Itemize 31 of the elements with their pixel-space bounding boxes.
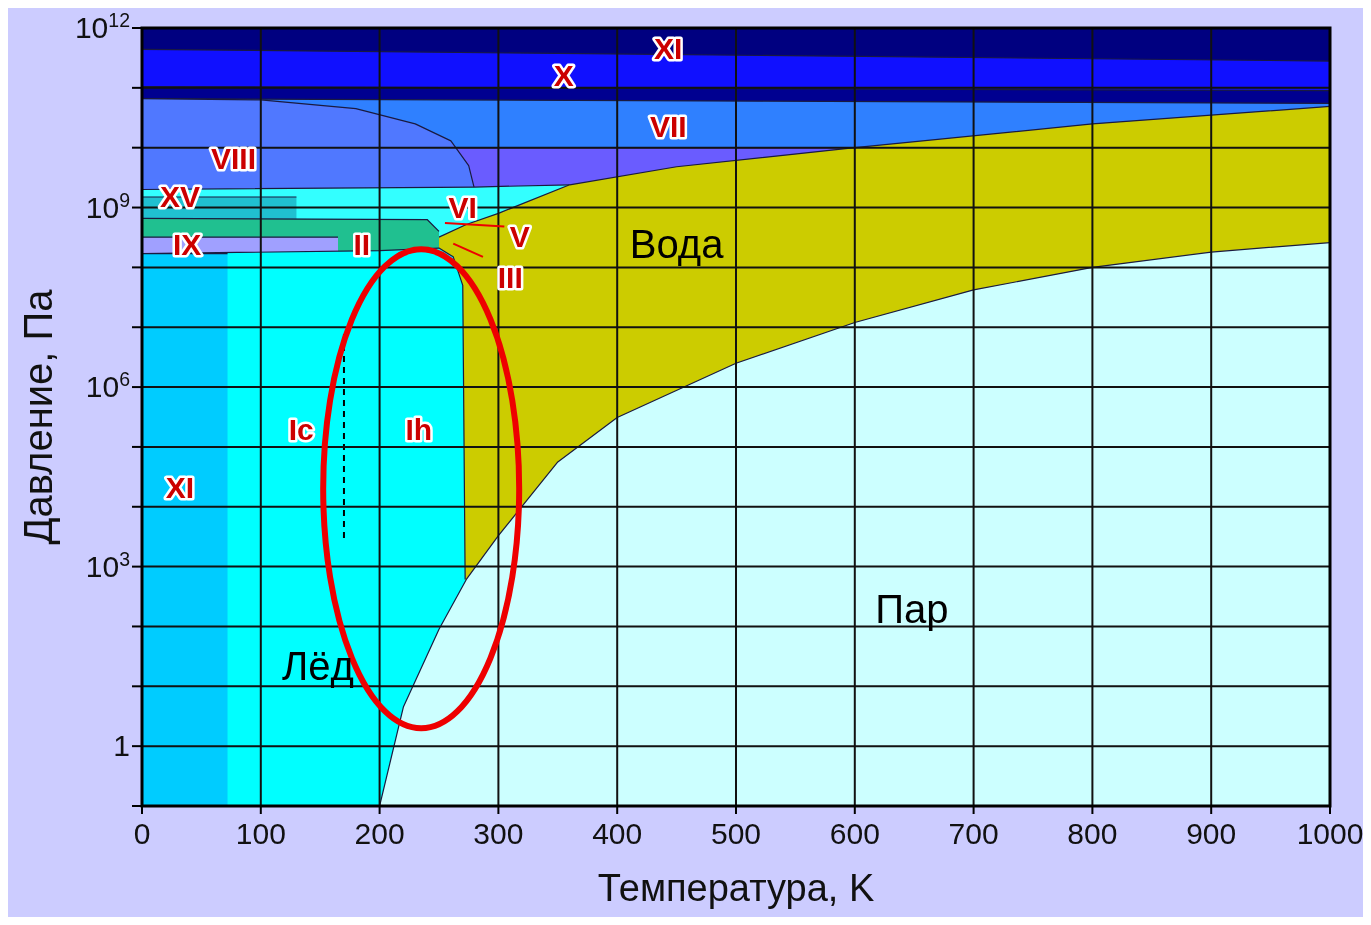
x-tick-label: 200 [354, 817, 405, 850]
y-tick-label: 1 [113, 729, 130, 763]
annotation: XI [654, 31, 683, 65]
annotation: XV [160, 179, 201, 213]
annotation: XI [165, 470, 195, 504]
annotation: V [509, 219, 530, 253]
x-tick-label: 900 [1186, 817, 1237, 850]
x-tick-label: 1000 [1296, 817, 1364, 850]
x-tick-label: 300 [473, 817, 524, 850]
x-tick-label: 700 [948, 817, 999, 850]
x-tick-label: 800 [1067, 817, 1118, 850]
x-tick-label: 100 [235, 817, 286, 850]
annotation: VIII [210, 141, 256, 175]
y-tick-label: 10$^{9}$ [85, 188, 130, 224]
x-tick-label: 600 [829, 817, 880, 850]
x-tick-label: 500 [710, 817, 762, 850]
y-tick-label: 10$^{12}$ [74, 9, 130, 44]
x-tick-label: 400 [592, 817, 643, 850]
annotation: Ic [288, 412, 314, 446]
annotation: X [553, 58, 574, 92]
annotation: Пар [875, 587, 949, 632]
annotation: Вода [629, 221, 725, 266]
y-axis-title: Давление, Па [16, 288, 60, 545]
annotation: Лёд [281, 644, 354, 689]
annotation: VII [649, 109, 687, 143]
x-axis-title: Температура, K [597, 867, 875, 909]
y-tick-label: 10$^{6}$ [85, 368, 130, 404]
annotation: Ih [405, 412, 433, 446]
x-tick-label: 0 [133, 817, 151, 850]
annotation: III [497, 260, 523, 294]
y-tick-label: 10$^{3}$ [85, 547, 130, 583]
